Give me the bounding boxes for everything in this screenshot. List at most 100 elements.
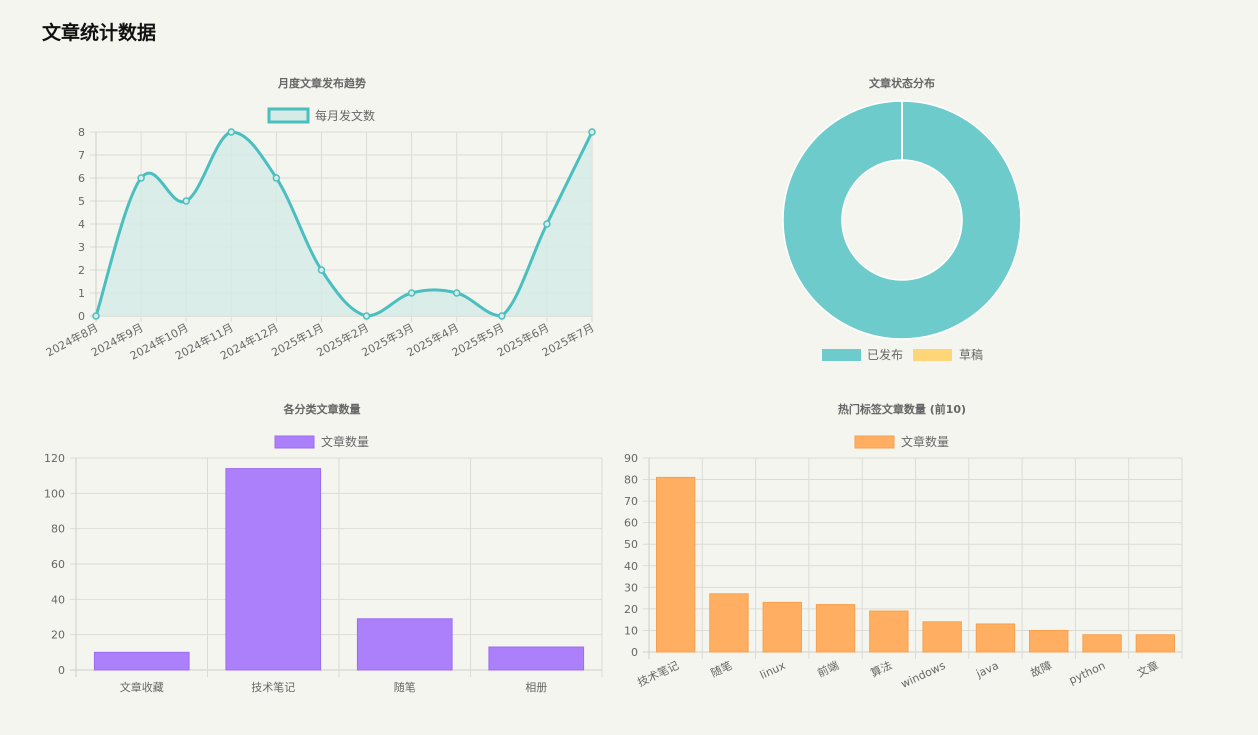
monthly-point-11[interactable] [543,220,551,228]
tags-x-tick-label: python [1067,659,1107,687]
status-slice-published[interactable] [782,100,1022,340]
tags-bar-故障[interactable] [1029,629,1069,653]
category-x-tick-label: 随笔 [394,680,416,694]
monthly-y-axis: 0 1 2 3 4 5 6 7 8 [78,126,85,323]
tags-chart: 热门标签文章数量 (前10) 文章数量 0102030405060708090 … [624,402,1183,691]
category-legend[interactable]: 文章数量 [274,434,369,449]
tags-y-tick-label: 40 [624,560,638,573]
category-y-tick-label: 60 [51,558,65,571]
monthly-legend[interactable]: 每月发文数 [267,107,375,124]
tags-y-tick-label: 60 [624,517,638,530]
tags-bar-随笔[interactable] [709,593,749,653]
tags-x-tick-label: 文章 [1135,658,1161,680]
category-y-tick-label: 100 [44,487,65,500]
monthly-point-5[interactable] [272,174,281,182]
tags-bar-算法[interactable] [869,610,909,653]
status-legend-item-draft[interactable]: 草稿 [913,347,983,362]
monthly-area-fill [96,132,592,316]
tags-chart-title: 热门标签文章数量 (前10) [838,402,966,416]
category-y-axis: 0 20 40 60 80 100 120 [44,452,65,677]
tags-bar-文章[interactable] [1135,634,1176,653]
monthly-point-2[interactable] [137,174,145,182]
category-x-tick-label: 技术笔记 [251,680,295,694]
tags-legend-label: 文章数量 [901,434,949,449]
monthly-series-line [94,130,594,318]
category-legend-label: 文章数量 [321,434,369,449]
tags-y-tick-label: 30 [624,581,638,594]
tags-y-tick-label: 20 [624,603,638,616]
tags-x-tick-label: windows [899,659,948,691]
category-x-axis: 文章收藏 技术笔记 随笔 相册 [120,680,548,694]
monthly-point-6[interactable] [317,266,326,274]
monthly-point-1[interactable] [92,312,100,320]
tags-plot [655,476,1176,653]
status-legend-item-published[interactable]: 已发布 [822,347,903,362]
monthly-point-12[interactable] [588,128,596,136]
monthly-point-8[interactable] [407,289,416,297]
tags-bar-linux[interactable] [762,601,802,653]
status-chart-title: 文章状态分布 [869,76,935,90]
monthly-point-9[interactable] [452,289,461,297]
category-chart: 各分类文章数量 文章数量 0 20 40 60 80 100 120 文章收藏 技术笔记 随笔 相… [44,402,603,694]
tags-x-tick-label: 算法 [868,658,894,680]
page-title: 文章统计数据 [42,22,157,44]
monthly-legend-swatch [267,107,310,124]
tags-y-tick-label: 0 [631,646,638,659]
tags-x-axis: 技术笔记 随笔 linux 前端 算法 windows java 故障 python 文章 [635,658,1160,691]
status-legend: 已发布 草稿 [822,347,983,362]
monthly-y-tick-label: 6 [78,172,85,185]
status-distribution-chart: 文章状态分布 已发布 草稿 [782,76,1022,362]
tags-legend-swatch [854,435,895,449]
monthly-y-tick-label: 5 [78,195,85,208]
tags-legend[interactable]: 文章数量 [854,434,949,449]
monthly-plot [92,128,596,320]
monthly-y-tick-label: 3 [78,241,85,254]
monthly-point-4[interactable] [227,128,236,136]
monthly-point-7[interactable] [362,312,371,320]
monthly-chart-title: 月度文章发布趋势 [277,76,366,90]
category-y-tick-label: 20 [51,629,65,642]
tags-y-tick-label: 50 [624,538,638,551]
category-bar-技术笔记[interactable] [225,468,322,671]
monthly-y-tick-label: 4 [78,218,85,231]
tags-bar-java[interactable] [975,623,1016,653]
tags-x-tick-label: java [973,659,1000,681]
monthly-y-tick-label: 1 [78,287,85,300]
published-legend-swatch [822,349,861,361]
category-x-tick-label: 相册 [525,681,547,694]
tags-x-tick-label: 随笔 [708,658,734,680]
tags-bar-python[interactable] [1082,634,1122,653]
draft-legend-swatch [913,349,952,361]
tags-bar-技术笔记[interactable] [655,476,696,653]
tags-y-tick-label: 10 [624,624,638,637]
tags-bar-windows[interactable] [922,621,962,653]
category-plot [93,468,585,671]
monthly-point-3[interactable] [182,197,190,205]
category-bar-随笔[interactable] [356,618,453,671]
category-y-tick-label: 120 [44,452,65,465]
monthly-x-axis: 2024年8月2024年9月2024年10月2024年11月2024年12月20… [44,320,597,362]
category-bar-文章收藏[interactable] [93,651,190,671]
tags-grid [643,457,1183,659]
tags-bar-前端[interactable] [815,604,856,653]
category-bar-相册[interactable] [488,646,585,671]
monthly-legend-label: 每月发文数 [315,108,375,123]
tags-y-tick-label: 80 [624,474,638,487]
category-y-tick-label: 80 [51,523,65,536]
monthly-point-10[interactable] [498,312,506,320]
tags-y-axis: 0 10 20 30 40 50 60 70 80 90 [624,452,638,659]
tags-y-tick-label: 70 [624,495,638,508]
monthly-trend-chart: 月度文章发布趋势 每月发文数 0 1 2 3 4 5 6 7 8 2024年8月2024年9月2… [44,76,597,363]
published-legend-label: 已发布 [867,347,903,362]
category-grid [70,457,603,677]
monthly-y-tick-label: 0 [78,310,85,323]
tags-x-tick-label: 前端 [815,658,841,680]
tags-x-tick-label: 故障 [1028,658,1054,680]
category-x-tick-label: 文章收藏 [120,680,164,694]
tags-x-tick-label: linux [758,659,788,682]
category-y-tick-label: 0 [58,664,65,677]
tags-x-tick-label: 技术笔记 [635,658,681,689]
tags-y-tick-label: 90 [624,452,638,465]
monthly-y-tick-label: 2 [78,264,85,277]
